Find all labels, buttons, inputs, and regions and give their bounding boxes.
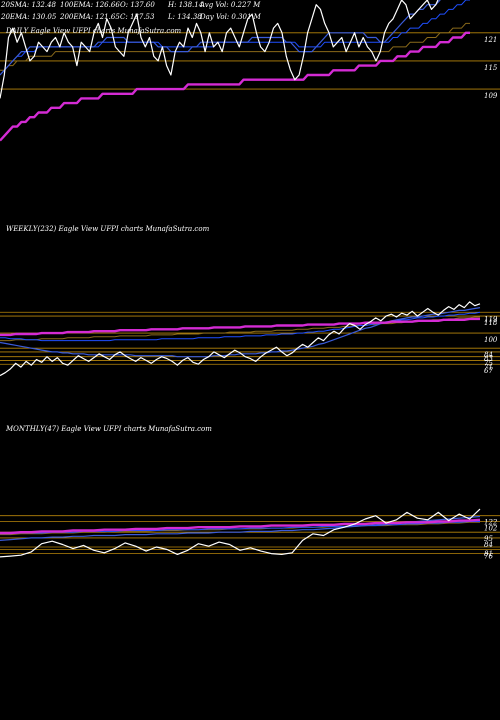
- chart-panel-0: 121 115 109 DAILY Eagle View UFPI charts Mu…: [0, 0, 500, 142]
- series-line-sma_mid: [0, 311, 481, 342]
- tick-label: 84: [484, 351, 493, 359]
- series-line-ema200: [0, 518, 481, 535]
- tick-label: 84: [484, 541, 493, 549]
- tick-label: 83: [484, 355, 493, 363]
- panel-title: DAILY Eagle View UFPI charts MunafaSutra…: [5, 27, 182, 35]
- tick-label: 95: [484, 535, 493, 543]
- tick-label: 109: [484, 92, 498, 100]
- tick-label: 122: [484, 519, 498, 527]
- series-line-ema100: [0, 22, 470, 71]
- tick-label: 121: [484, 36, 497, 44]
- tick-label: 81: [484, 550, 493, 558]
- tick-label: 75: [484, 360, 493, 368]
- panel-title: WEEKLY(232) Eagle View UFPI charts Munaf…: [6, 225, 210, 233]
- tick-label: 118: [484, 319, 498, 327]
- series-line-ema200: [0, 317, 480, 337]
- panel-title: MONTHLY(47) Eagle View UFPI charts Munaf…: [5, 425, 212, 433]
- tick-label: 100: [484, 336, 498, 344]
- tick-label: 115: [484, 64, 498, 72]
- series-line-price: [0, 0, 439, 99]
- tick-label: 119: [484, 315, 498, 323]
- tick-label: 76: [484, 552, 493, 560]
- series-line-ema200: [0, 31, 470, 142]
- series-line-price: [0, 301, 481, 377]
- series-line-price: [0, 508, 481, 558]
- series-line-sma_short: [0, 307, 481, 358]
- tick-label: 67: [484, 367, 493, 375]
- tick-label: 102: [484, 524, 498, 532]
- tick-label: 71: [484, 363, 493, 371]
- series-line-sma20: [0, 0, 441, 76]
